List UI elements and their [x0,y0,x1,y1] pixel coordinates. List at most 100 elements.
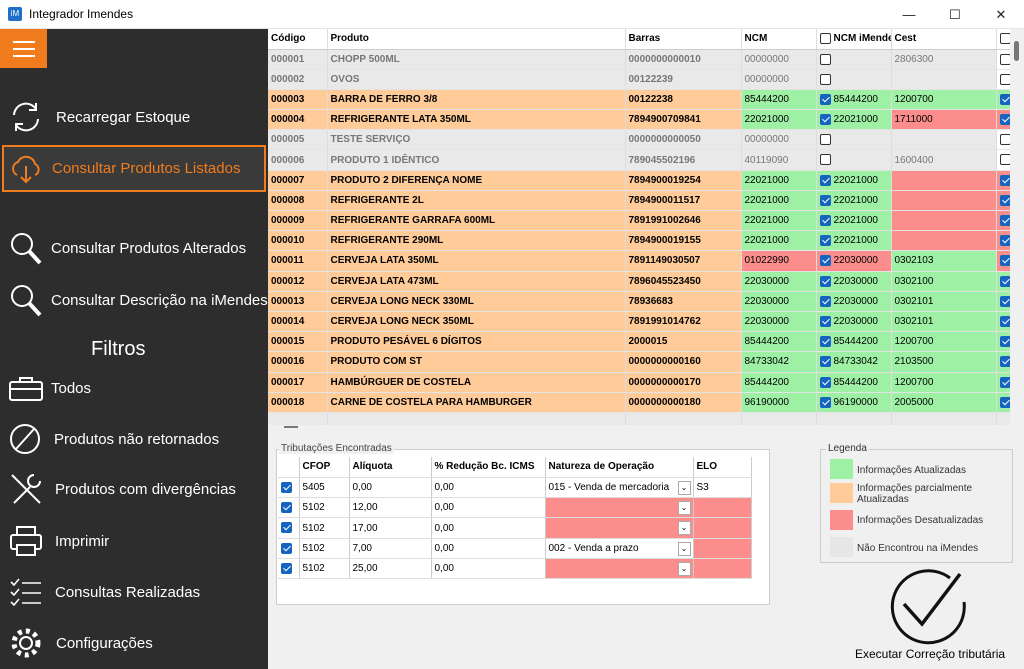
cell-barras[interactable]: 7894900011517 [625,190,742,212]
product-row[interactable]: 000008 REFRIGERANTE 2L 7894900011517 220210… [268,190,1010,212]
cell-cest[interactable] [891,129,997,151]
trib-cell-natureza[interactable]: ⌄ [545,517,694,539]
cell-cest[interactable] [891,190,997,212]
extra-checkbox[interactable] [999,174,1009,186]
chevron-down-icon[interactable]: ⌄ [677,541,691,556]
queries-done-button[interactable]: Consultas Realizadas [0,574,268,610]
cell-ncm-imendes[interactable]: 84733042 [816,351,892,373]
cell-codigo[interactable]: 000016 [268,351,328,373]
cell-barras[interactable]: 00122238 [625,89,742,111]
cell-barras[interactable]: 7891991002646 [625,210,742,232]
trib-cell-check[interactable] [278,477,300,499]
product-row[interactable]: 000011 CERVEJA LATA 350ML 7891149030507 010… [268,250,1010,272]
cell-produto[interactable]: TESTE SERVIÇO [327,129,626,151]
cell-cest[interactable]: 1711000 [891,109,997,131]
trib-cell-check[interactable] [278,538,300,559]
cell-cest[interactable]: 1200700 [891,89,997,111]
product-row[interactable]: 000006 PRODUTO 1 IDÊNTICO 789045502196 4011… [268,149,1010,171]
cell-barras[interactable]: 0000000000050 [625,129,742,151]
trib-row-checkbox[interactable] [281,522,292,534]
extra-checkbox[interactable] [999,295,1009,307]
extra-checkbox[interactable] [999,336,1009,348]
cell-produto[interactable]: CERVEJA LATA 473ML [327,271,626,292]
ncm-imendes-checkbox[interactable] [819,154,831,166]
cell-ncm-imendes[interactable]: 22021000 [816,170,892,191]
trib-row[interactable]: 5405 0,00 0,00 015 - Venda de mercadoria ⌄ S3 [278,477,752,499]
trib-cell-cfop[interactable]: 5102 [299,517,350,539]
extra-checkbox[interactable] [999,356,1009,368]
trib-col-elo[interactable]: ELO [693,457,752,478]
cell-ncm[interactable]: 22030000 [741,311,817,333]
cell-extra[interactable] [996,351,1010,373]
cell-ncm-imendes[interactable]: 85444200 [816,331,892,353]
col-produto[interactable]: Produto [327,29,626,50]
cell-ncm-imendes[interactable]: 22021000 [816,230,892,252]
cell-codigo[interactable]: 000005 [268,129,328,151]
filter-not-returned-button[interactable]: Produtos não retornados [0,421,268,457]
print-button[interactable]: Imprimir [0,523,268,559]
extra-checkbox[interactable] [999,315,1009,327]
col-ncm[interactable]: NCM [741,29,817,50]
ncm-imendes-checkbox[interactable] [819,295,831,307]
cell-cest[interactable]: 1200700 [891,372,997,393]
col-codigo[interactable]: Código [268,29,328,50]
cell-extra[interactable] [996,372,1010,393]
cell-extra[interactable] [996,69,1010,90]
cell-codigo[interactable]: 000004 [268,109,328,131]
trib-cell-reducao[interactable]: 0,00 [431,477,546,499]
cell-barras[interactable]: 2000015 [625,331,742,353]
cell-ncm[interactable]: 22021000 [741,190,817,212]
cell-codigo[interactable]: 000011 [268,250,328,272]
cell-extra[interactable] [996,109,1010,131]
trib-cell-elo[interactable] [693,517,752,539]
ncm-imendes-checkbox[interactable] [819,255,831,267]
trib-cell-reducao[interactable]: 0,00 [431,517,546,539]
cell-ncm-imendes[interactable]: 22021000 [816,210,892,232]
trib-cell-aliquota[interactable]: 0,00 [349,477,432,499]
cell-extra[interactable] [996,190,1010,212]
product-row[interactable]: 000004 REFRIGERANTE LATA 350ML 78949007098… [268,109,1010,131]
extra-checkbox[interactable] [999,154,1009,166]
trib-cell-check[interactable] [278,558,300,580]
cell-cest[interactable] [891,230,997,252]
ncm-imendes-checkbox[interactable] [819,356,831,368]
trib-cell-elo[interactable] [693,558,752,580]
trib-row-checkbox[interactable] [281,502,292,514]
cell-extra[interactable] [996,49,1010,70]
trib-cell-aliquota[interactable]: 25,00 [349,558,432,580]
cell-barras[interactable]: 7891991014762 [625,311,742,333]
trib-cell-natureza[interactable]: ⌄ [545,497,694,519]
cell-codigo[interactable]: 000009 [268,210,328,232]
cell-barras[interactable]: 0000000000160 [625,351,742,373]
cell-ncm-imendes[interactable] [816,129,892,151]
cell-codigo[interactable]: 000002 [268,69,328,90]
cell-extra[interactable] [996,392,1010,413]
reload-stock-button[interactable]: Recarregar Estoque [0,99,268,135]
cell-codigo[interactable]: 000018 [268,392,328,413]
cell-extra[interactable] [996,250,1010,272]
cell-ncm[interactable]: 84733042 [741,351,817,373]
product-row[interactable]: 000012 CERVEJA LATA 473ML 7896045523450 220… [268,271,1010,292]
consult-listed-products-button[interactable]: Consultar Produtos Listados [2,145,266,192]
trib-cell-elo[interactable]: S3 [693,477,752,499]
cell-extra[interactable] [996,311,1010,333]
col-extra-checkbox[interactable] [999,33,1009,45]
cell-cest[interactable]: 0302101 [891,291,997,312]
cell-extra[interactable] [996,129,1010,151]
cell-produto[interactable]: CERVEJA LONG NECK 330ML [327,291,626,312]
cell-cest[interactable]: 0302103 [891,250,997,272]
trib-cell-elo[interactable] [693,538,752,559]
cell-barras[interactable]: 7894900019155 [625,230,742,252]
ncm-imendes-checkbox[interactable] [819,336,831,348]
cell-ncm-imendes[interactable] [816,149,892,171]
cell-ncm[interactable]: 40119090 [741,149,817,171]
cell-produto[interactable]: HAMBÚRGUER DE COSTELA [327,372,626,393]
cell-codigo[interactable]: 000010 [268,230,328,252]
cell-produto[interactable]: PRODUTO 2 DIFERENÇA NOME [327,170,626,191]
cell-ncm-imendes[interactable]: 22030000 [816,250,892,272]
cell-extra[interactable] [996,170,1010,191]
ncm-imendes-checkbox[interactable] [819,396,831,408]
cell-barras[interactable]: 7896045523450 [625,271,742,292]
cell-barras[interactable]: 00122239 [625,69,742,90]
cell-codigo[interactable]: 000015 [268,331,328,353]
